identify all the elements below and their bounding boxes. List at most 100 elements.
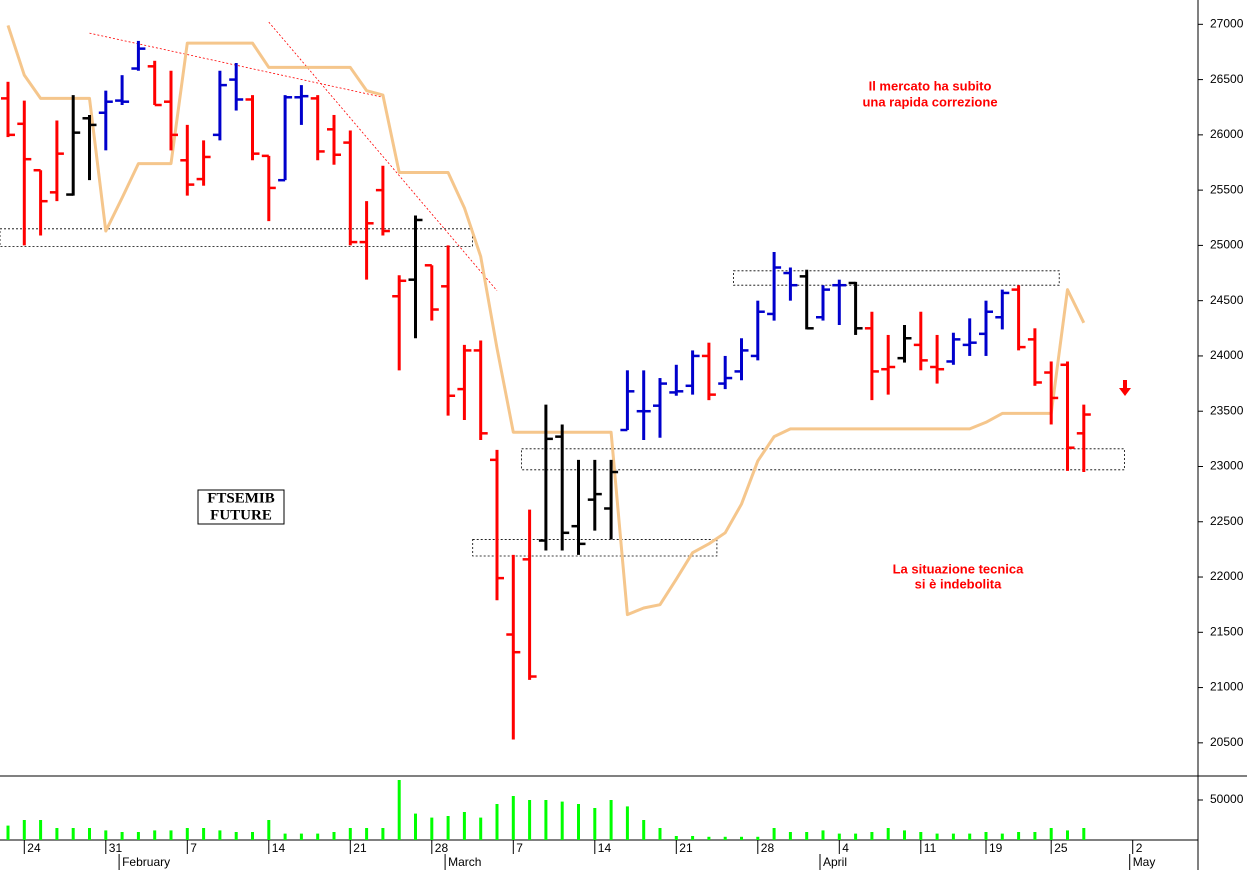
trendline <box>268 21 498 291</box>
x-tick-label: 7 <box>516 841 523 855</box>
volume-bar <box>870 832 874 840</box>
volume-bar <box>674 836 678 840</box>
volume-bar <box>1066 830 1069 840</box>
volume-bar <box>821 830 825 840</box>
x-tick-label: 24 <box>27 841 41 855</box>
month-label: April <box>823 855 847 869</box>
label-box <box>197 489 285 525</box>
volume-bar <box>951 833 955 840</box>
volume-bar <box>39 820 43 840</box>
volume-bar <box>511 796 515 840</box>
volume-tick-label: 50000 <box>1210 792 1244 806</box>
month-label: March <box>448 855 481 869</box>
down-arrow <box>1119 380 1131 396</box>
y-tick-label: 27000 <box>1210 16 1244 30</box>
y-tick-label: 21500 <box>1210 624 1244 638</box>
volume-bar <box>169 830 173 840</box>
volume-bar <box>283 833 287 840</box>
volume-bar <box>544 800 548 840</box>
volume-bar <box>414 813 417 840</box>
annotation: La situazione tecnica <box>893 561 1025 576</box>
y-tick-label: 22500 <box>1210 514 1244 528</box>
x-tick-label: 25 <box>1054 841 1068 855</box>
x-tick-label: 21 <box>679 841 693 855</box>
volume-bar <box>968 833 972 840</box>
volume-bar <box>136 832 140 840</box>
y-tick-label: 24000 <box>1210 348 1244 362</box>
y-tick-label: 26500 <box>1210 72 1244 86</box>
volume-bar <box>772 828 776 840</box>
volume-bar <box>104 830 108 840</box>
y-tick-label: 22000 <box>1210 569 1244 583</box>
y-tick-label: 21000 <box>1210 680 1244 694</box>
volume-bar <box>267 820 271 840</box>
volume-bar <box>691 836 695 840</box>
volume-bar <box>658 828 662 840</box>
x-tick-label: 28 <box>435 841 449 855</box>
y-tick-label: 24500 <box>1210 293 1244 307</box>
annotation: una rapida correzione <box>862 94 997 109</box>
volume-bar <box>495 804 499 840</box>
month-label: May <box>1133 855 1156 869</box>
volume-bar <box>88 828 91 840</box>
x-tick-label: 14 <box>272 841 286 855</box>
volume-bar <box>22 820 26 840</box>
y-tick-label: 25000 <box>1210 238 1244 252</box>
y-tick-label: 23500 <box>1210 403 1244 417</box>
volume-bar <box>1000 833 1004 840</box>
support-zone <box>472 539 718 557</box>
x-tick-label: 7 <box>190 841 197 855</box>
annotation: Il mercato ha subito <box>869 78 992 93</box>
volume-bar <box>251 832 254 840</box>
volume-bar <box>1049 828 1053 840</box>
volume-bar <box>6 825 10 840</box>
volume-bar <box>723 836 727 840</box>
volume-bar <box>202 828 206 840</box>
volume-bar <box>234 832 238 840</box>
volume-bar <box>935 833 939 840</box>
volume-bar <box>642 820 646 840</box>
volume-bar <box>218 830 222 840</box>
volume-bar <box>185 828 189 840</box>
month-label: February <box>122 855 170 869</box>
x-tick-label: 31 <box>109 841 123 855</box>
volume-bar <box>446 816 450 840</box>
volume-bar <box>1017 832 1021 840</box>
volume-bar <box>55 828 59 840</box>
x-tick-label: 11 <box>924 841 937 855</box>
volume-bar <box>430 817 434 840</box>
y-tick-label: 25500 <box>1210 182 1244 196</box>
volume-bar <box>756 836 760 840</box>
volume-bar <box>1033 832 1037 840</box>
volume-bar <box>919 832 923 840</box>
volume-bar <box>1082 828 1086 840</box>
volume-bar <box>560 801 564 840</box>
x-tick-label: 21 <box>353 841 367 855</box>
label-box-text: FUTURE <box>210 507 272 523</box>
volume-bar <box>348 828 352 840</box>
volume-bar <box>740 836 743 840</box>
support-zone <box>521 448 1125 471</box>
volume-bar <box>854 833 858 840</box>
x-tick-label: 28 <box>761 841 775 855</box>
volume-bar <box>625 806 629 840</box>
volume-bar <box>984 832 988 840</box>
volume-bar <box>609 800 613 840</box>
y-tick-label: 26000 <box>1210 127 1244 141</box>
volume-bar <box>903 830 906 840</box>
volume-bar <box>120 832 124 840</box>
volume-bar <box>707 836 711 840</box>
volume-bar <box>837 833 841 840</box>
volume-bar <box>788 832 792 840</box>
x-tick-label: 4 <box>842 841 849 855</box>
volume-bar <box>528 800 532 840</box>
support-zone <box>0 228 473 247</box>
volume-bar <box>381 828 385 840</box>
volume-bar <box>397 780 401 840</box>
volume-bar <box>886 828 890 840</box>
volume-bar <box>332 832 336 840</box>
volume-bar <box>577 804 580 840</box>
x-tick-label: 2 <box>1136 841 1143 855</box>
volume-bar <box>479 817 483 840</box>
